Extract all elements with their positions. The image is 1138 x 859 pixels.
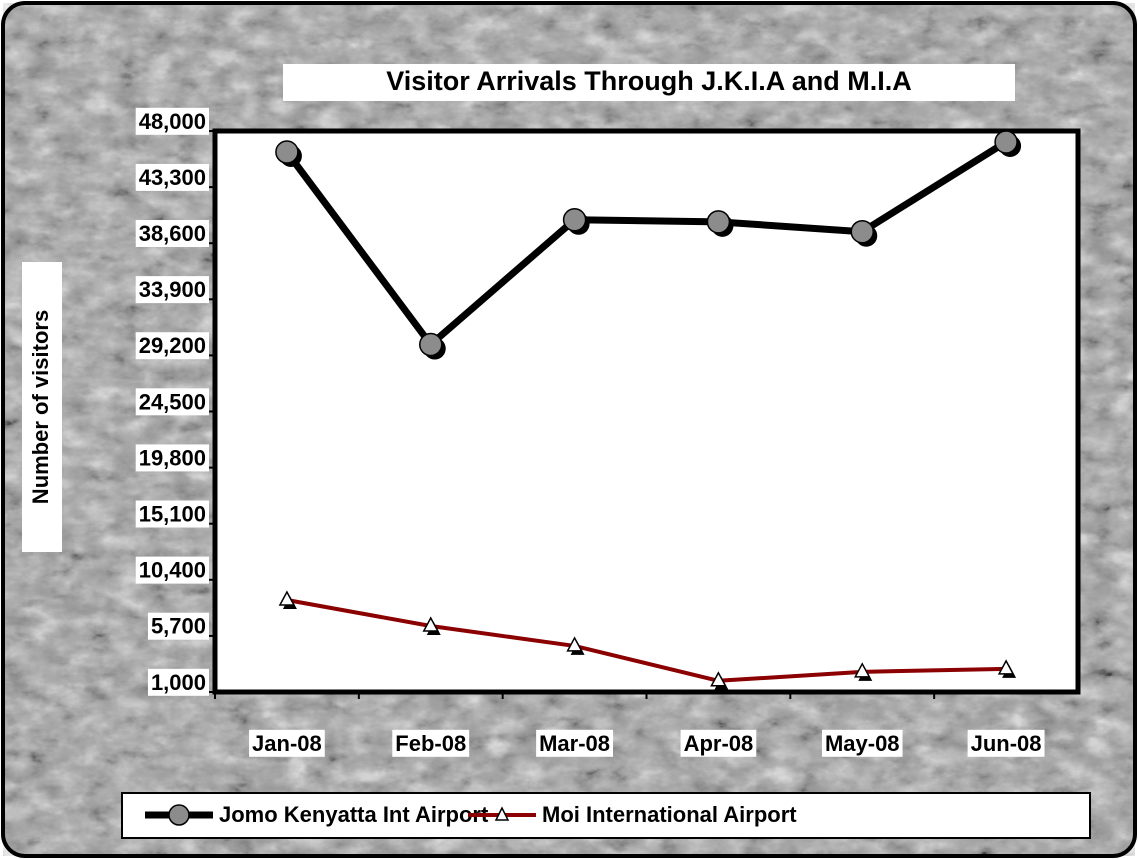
y-tick-label-box xyxy=(135,556,209,584)
y-tick-label-box xyxy=(135,276,209,304)
y-tick-label: 1,000 xyxy=(151,670,206,695)
y-tick-label-box xyxy=(135,500,209,528)
legend-label: Jomo Kenyatta Int Airport xyxy=(219,802,489,827)
y-tick-label-box xyxy=(135,332,209,360)
x-tick-label: Jun-08 xyxy=(971,731,1042,756)
y-tick-label-box xyxy=(135,388,209,416)
y-tick-label-box xyxy=(147,612,209,640)
x-tick-label: Mar-08 xyxy=(539,731,610,756)
y-title-box xyxy=(22,262,62,552)
y-tick-label: 33,900 xyxy=(139,277,206,302)
y-tick-label: 29,200 xyxy=(139,333,206,358)
legend xyxy=(121,792,1091,839)
legend-label: Moi International Airport xyxy=(542,802,797,827)
y-tick-label: 5,700 xyxy=(151,614,206,639)
marker xyxy=(994,130,1018,154)
marker xyxy=(997,659,1015,675)
y-tick-label: 10,400 xyxy=(139,558,206,583)
chart-title: Visitor Arrivals Through J.K.I.A and M.I… xyxy=(386,66,912,96)
marker xyxy=(706,210,731,234)
y-axis-title: Number of visitors xyxy=(28,310,53,504)
marker xyxy=(562,208,587,232)
y-tick-label: 38,600 xyxy=(139,221,206,246)
x-tick-label-box xyxy=(821,729,903,757)
x-tick-label-box xyxy=(967,729,1045,757)
marker xyxy=(566,636,583,652)
marker xyxy=(850,219,874,244)
x-tick-label-box xyxy=(680,729,757,757)
x-tick-label-box xyxy=(249,729,325,757)
x-tick-label: Jan-08 xyxy=(252,731,322,756)
y-tick-label: 48,000 xyxy=(139,109,206,134)
marker xyxy=(275,140,299,164)
series-line xyxy=(284,139,1008,349)
y-tick-label-box xyxy=(147,668,209,696)
legend-marker xyxy=(494,806,510,821)
x-tick-label: Apr-08 xyxy=(684,731,754,756)
y-tick-label: 43,300 xyxy=(139,165,206,190)
marker xyxy=(853,662,871,678)
y-tick-label: 24,500 xyxy=(139,389,206,414)
y-tick-label-box xyxy=(135,220,209,248)
y-tick-label: 19,800 xyxy=(139,445,206,470)
y-tick-label-box xyxy=(135,163,209,191)
x-tick-label-box xyxy=(392,729,470,757)
marker xyxy=(710,671,727,687)
plot-area xyxy=(212,128,1081,695)
y-tick-label: 15,100 xyxy=(139,502,206,527)
title-box xyxy=(283,64,1015,101)
legend-marker xyxy=(168,804,190,826)
y-tick-label-box xyxy=(135,444,209,472)
x-tick-label-box xyxy=(536,729,614,757)
y-tick-label-box xyxy=(135,107,209,135)
marker xyxy=(278,590,296,606)
x-tick-label: Feb-08 xyxy=(395,731,466,756)
x-tick-label: May-08 xyxy=(825,731,900,756)
marker xyxy=(419,332,443,357)
marker xyxy=(422,616,440,632)
series-line xyxy=(286,598,1007,683)
